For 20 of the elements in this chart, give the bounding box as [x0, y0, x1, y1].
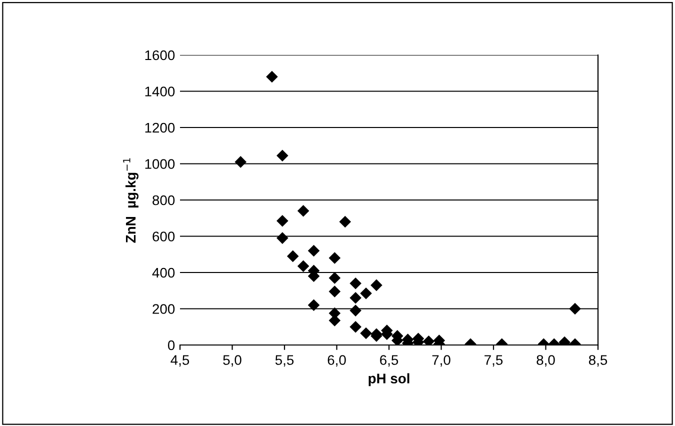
x-tick-label: 4,5	[170, 355, 190, 367]
y-tick-label: 200	[152, 304, 175, 314]
x-axis-title: pH sol	[368, 373, 410, 386]
y-tick-label: 1400	[145, 86, 175, 96]
x-tick-label: 6,5	[380, 355, 398, 367]
x-tick-label: 8,5	[588, 355, 608, 367]
y-tick-label: 400	[152, 268, 175, 278]
x-tick-label: 7,5	[484, 355, 503, 367]
y-tick-label: 1200	[145, 122, 175, 133]
x-tick-label: 7,0	[432, 355, 450, 367]
y-tick-label: 1000	[145, 159, 175, 169]
x-tick-label: 6,0	[328, 355, 346, 367]
y-tick-label: 600	[152, 232, 175, 242]
y-tick-label: 0	[168, 340, 175, 350]
y-tick-label: 800	[152, 195, 175, 206]
y-tick-label: 1600	[145, 50, 175, 60]
x-tick-label: 5,0	[223, 355, 242, 367]
x-tick-label: 8,0	[536, 355, 555, 367]
x-tick-label: 5,5	[275, 355, 294, 367]
y-axis-title: ZnN µg.kg$^{−1}$	[123, 158, 138, 243]
